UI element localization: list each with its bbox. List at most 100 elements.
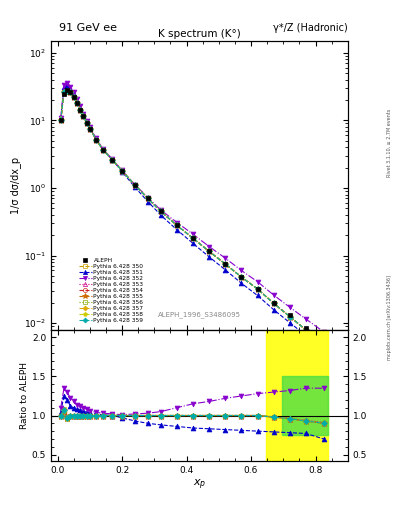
- Pythia 6.428 359: [239, 274, 244, 280]
- Pythia 6.428 355: [100, 146, 105, 153]
- Pythia 6.428 356: [100, 146, 105, 153]
- Pythia 6.428 351: [132, 184, 137, 190]
- Pythia 6.428 354: [59, 117, 63, 123]
- Pythia 6.428 357: [78, 106, 83, 113]
- Pythia 6.428 352: [65, 79, 70, 86]
- Pythia 6.428 352: [271, 292, 276, 298]
- Pythia 6.428 350: [303, 327, 308, 333]
- Pythia 6.428 354: [287, 313, 292, 319]
- Pythia 6.428 356: [223, 261, 228, 267]
- Pythia 6.428 353: [100, 146, 105, 153]
- Pythia 6.428 355: [207, 248, 211, 254]
- Pythia 6.428 352: [120, 167, 125, 174]
- Pythia 6.428 353: [223, 261, 228, 267]
- Pythia 6.428 351: [94, 136, 99, 142]
- Pythia 6.428 350: [132, 182, 137, 188]
- Pythia 6.428 353: [71, 94, 76, 100]
- Pythia 6.428 359: [271, 300, 276, 306]
- Pythia 6.428 357: [132, 182, 137, 188]
- Pythia 6.428 357: [158, 208, 163, 215]
- Pythia 6.428 357: [191, 235, 195, 241]
- Pythia 6.428 358: [191, 235, 195, 241]
- Pythia 6.428 358: [65, 88, 70, 94]
- Pythia 6.428 358: [110, 157, 115, 163]
- Pythia 6.428 357: [100, 146, 105, 153]
- Pythia 6.428 352: [71, 90, 76, 96]
- Pythia 6.428 357: [303, 327, 308, 333]
- Pythia 6.428 350: [81, 113, 86, 119]
- ALEPH: [120, 167, 125, 174]
- Pythia 6.428 357: [59, 117, 63, 123]
- Pythia 6.428 353: [78, 106, 83, 113]
- Pythia 6.428 358: [255, 286, 260, 292]
- Pythia 6.428 359: [68, 89, 73, 95]
- Pythia 6.428 351: [158, 212, 163, 218]
- Pythia 6.428 351: [223, 267, 228, 273]
- Pythia 6.428 354: [87, 126, 92, 132]
- Pythia 6.428 356: [94, 137, 99, 143]
- Pythia 6.428 357: [68, 89, 73, 95]
- Pythia 6.428 355: [303, 327, 308, 333]
- Pythia 6.428 351: [68, 86, 73, 92]
- Title: K spectrum (K°): K spectrum (K°): [158, 29, 241, 39]
- Pythia 6.428 352: [62, 81, 66, 88]
- ALEPH: [191, 235, 195, 241]
- Pythia 6.428 358: [81, 113, 86, 119]
- Pythia 6.428 359: [65, 88, 70, 94]
- Pythia 6.428 353: [158, 208, 163, 215]
- Pythia 6.428 352: [100, 145, 105, 152]
- Pythia 6.428 354: [81, 113, 86, 119]
- ALEPH: [132, 182, 137, 188]
- Pythia 6.428 356: [87, 126, 92, 132]
- Pythia 6.428 356: [321, 340, 326, 347]
- Pythia 6.428 351: [303, 332, 308, 338]
- Pythia 6.428 352: [158, 207, 163, 213]
- Pythia 6.428 355: [81, 113, 86, 119]
- Pythia 6.428 358: [158, 208, 163, 215]
- Pythia 6.428 354: [255, 286, 260, 292]
- Pythia 6.428 357: [207, 248, 211, 254]
- Pythia 6.428 356: [255, 286, 260, 292]
- Pythia 6.428 352: [110, 156, 115, 162]
- Pythia 6.428 356: [68, 89, 73, 95]
- Pythia 6.428 350: [84, 120, 89, 126]
- Pythia 6.428 351: [100, 146, 105, 153]
- Pythia 6.428 353: [110, 157, 115, 163]
- Text: mcplots.cern.ch [arXiv:1306.3436]: mcplots.cern.ch [arXiv:1306.3436]: [387, 275, 392, 360]
- Pythia 6.428 352: [255, 279, 260, 285]
- Pythia 6.428 350: [68, 89, 73, 95]
- Pythia 6.428 355: [84, 120, 89, 126]
- Pythia 6.428 351: [174, 227, 179, 233]
- Pythia 6.428 359: [81, 113, 86, 119]
- ALEPH: [158, 208, 163, 215]
- Line: Pythia 6.428 354: Pythia 6.428 354: [58, 89, 326, 346]
- Pythia 6.428 350: [120, 167, 125, 174]
- Pythia 6.428 352: [94, 135, 99, 141]
- Pythia 6.428 357: [62, 89, 66, 95]
- Pythia 6.428 351: [62, 84, 66, 90]
- Pythia 6.428 356: [132, 182, 137, 188]
- Pythia 6.428 355: [65, 88, 70, 94]
- Pythia 6.428 352: [287, 304, 292, 310]
- Pythia 6.428 356: [78, 106, 83, 113]
- Pythia 6.428 359: [207, 248, 211, 254]
- Pythia 6.428 358: [287, 313, 292, 319]
- Pythia 6.428 356: [303, 327, 308, 333]
- Pythia 6.428 353: [132, 182, 137, 188]
- Pythia 6.428 357: [223, 261, 228, 267]
- Pythia 6.428 356: [191, 235, 195, 241]
- Pythia 6.428 352: [239, 267, 244, 273]
- Pythia 6.428 356: [271, 300, 276, 306]
- Pythia 6.428 351: [65, 82, 70, 88]
- Pythia 6.428 357: [84, 120, 89, 126]
- Pythia 6.428 359: [78, 106, 83, 113]
- ALEPH: [65, 87, 70, 93]
- Pythia 6.428 353: [81, 113, 86, 119]
- Pythia 6.428 359: [132, 182, 137, 188]
- Pythia 6.428 353: [191, 235, 195, 241]
- Pythia 6.428 356: [81, 113, 86, 119]
- Pythia 6.428 359: [158, 208, 163, 215]
- Pythia 6.428 353: [59, 117, 63, 123]
- Pythia 6.428 354: [120, 167, 125, 174]
- Pythia 6.428 359: [110, 157, 115, 163]
